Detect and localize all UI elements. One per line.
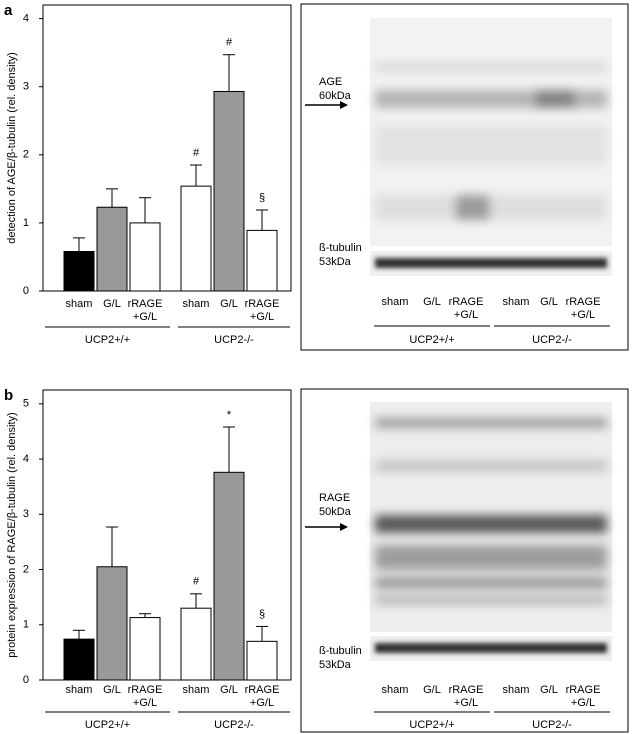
bar xyxy=(213,90,245,292)
group-label: UCP2-/- xyxy=(214,334,254,346)
category-label: +G/L xyxy=(571,697,595,709)
category-label: G/L xyxy=(423,684,441,696)
bar xyxy=(213,471,245,681)
band-label: 50kDa xyxy=(319,506,352,518)
blot-frame xyxy=(300,3,629,351)
plot-frame xyxy=(42,389,292,681)
category-label: rRAGE xyxy=(449,296,484,308)
bar xyxy=(180,185,212,292)
category-label: sham xyxy=(503,684,530,696)
panel-letter: b xyxy=(4,387,13,404)
bar xyxy=(63,251,95,292)
category-label: +G/L xyxy=(133,697,157,709)
category-label: +G/L xyxy=(133,311,157,323)
blot-image xyxy=(370,402,612,661)
category-label: rRAGE xyxy=(566,296,601,308)
y-axis-label: detection of AGE/β-tubulin (rel. density… xyxy=(6,52,18,244)
y-tick-label: 2 xyxy=(23,149,29,161)
category-label: G/L xyxy=(220,298,238,310)
category-label: sham xyxy=(183,684,210,696)
annotation: # xyxy=(226,37,233,49)
arrow-head xyxy=(340,101,348,109)
category-label: G/L xyxy=(103,298,121,310)
category-label: rRAGE xyxy=(449,684,484,696)
category-label: +G/L xyxy=(454,697,478,709)
annotation: * xyxy=(227,409,232,421)
annotation: § xyxy=(259,608,265,620)
category-label: sham xyxy=(503,296,530,308)
group-label: UCP2-/- xyxy=(214,719,254,731)
bar xyxy=(63,638,95,681)
y-tick-label: 4 xyxy=(23,13,29,25)
y-tick-label: 0 xyxy=(23,674,29,686)
y-tick-label: 3 xyxy=(23,81,29,93)
band-label: 53kDa xyxy=(319,659,352,671)
category-label: sham xyxy=(382,296,409,308)
bar xyxy=(129,617,161,681)
group-label: UCP2-/- xyxy=(532,719,572,731)
y-tick-label: 1 xyxy=(23,619,29,631)
bar xyxy=(180,607,212,681)
y-tick-label: 3 xyxy=(23,508,29,520)
y-tick-label: 1 xyxy=(23,217,29,229)
category-label: sham xyxy=(66,684,93,696)
category-label: G/L xyxy=(220,684,238,696)
band-label: RAGE xyxy=(319,492,350,504)
category-label: +G/L xyxy=(250,697,274,709)
category-label: rRAGE xyxy=(128,684,163,696)
y-tick-label: 0 xyxy=(23,285,29,297)
category-label: sham xyxy=(183,298,210,310)
category-label: rRAGE xyxy=(566,684,601,696)
category-label: G/L xyxy=(103,684,121,696)
group-label: UCP2-/- xyxy=(532,334,572,346)
annotation: # xyxy=(193,147,200,159)
group-label: UCP2+/+ xyxy=(409,334,454,346)
group-label: UCP2+/+ xyxy=(85,334,130,346)
y-tick-label: 5 xyxy=(23,398,29,410)
group-label: UCP2+/+ xyxy=(85,719,130,731)
category-label: G/L xyxy=(540,296,558,308)
group-label: UCP2+/+ xyxy=(409,719,454,731)
y-tick-label: 2 xyxy=(23,563,29,575)
category-label: +G/L xyxy=(454,309,478,321)
y-axis-label: protein expression of RAGE/β-tubulin (re… xyxy=(6,412,18,657)
panel-letter: a xyxy=(4,2,13,19)
bar xyxy=(246,640,278,681)
annotation: § xyxy=(259,192,265,204)
category-label: +G/L xyxy=(250,311,274,323)
category-label: G/L xyxy=(423,296,441,308)
band-label: 60kDa xyxy=(319,90,352,102)
y-tick-label: 4 xyxy=(23,453,29,465)
category-label: rRAGE xyxy=(128,298,163,310)
blot-frame xyxy=(300,388,629,733)
bar xyxy=(246,229,278,292)
band-label: ß-tubulin xyxy=(319,645,362,657)
band-label: ß-tubulin xyxy=(319,242,362,254)
category-label: G/L xyxy=(540,684,558,696)
bar xyxy=(96,566,128,681)
arrow-head xyxy=(340,523,348,531)
plot-frame xyxy=(42,4,292,292)
category-label: sham xyxy=(66,298,93,310)
band-label: 53kDa xyxy=(319,256,352,268)
category-label: sham xyxy=(382,684,409,696)
bar xyxy=(96,206,128,292)
category-label: rRAGE xyxy=(245,684,280,696)
annotation: # xyxy=(193,576,200,588)
blot-image xyxy=(370,18,612,276)
band-label: AGE xyxy=(319,76,342,88)
category-label: rRAGE xyxy=(245,298,280,310)
bar xyxy=(129,222,161,292)
category-label: +G/L xyxy=(571,309,595,321)
